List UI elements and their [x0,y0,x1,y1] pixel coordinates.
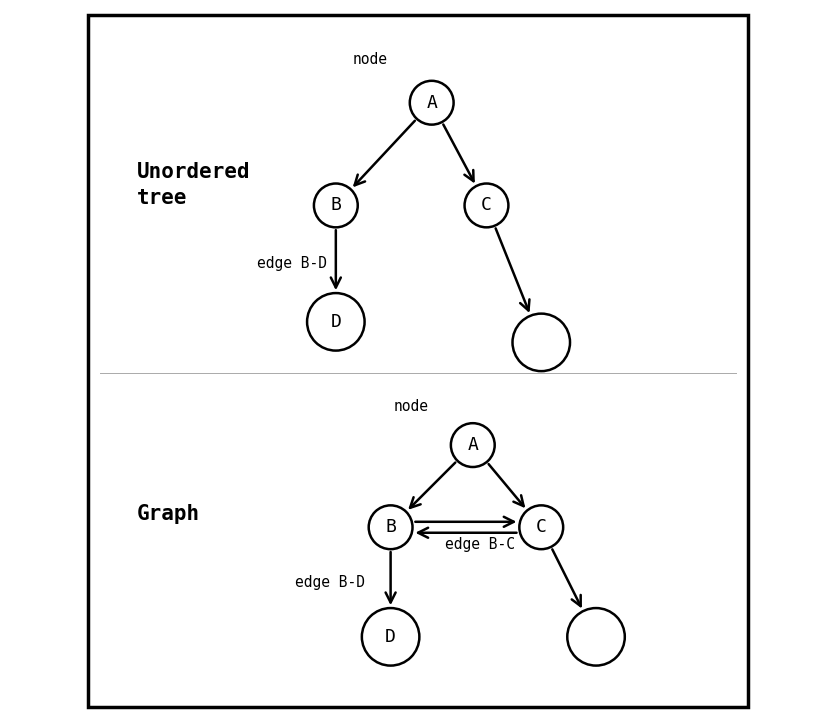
Circle shape [369,505,412,549]
FancyBboxPatch shape [88,15,748,707]
Text: Unordered
tree: Unordered tree [137,162,251,208]
Text: node: node [393,399,428,414]
Circle shape [362,608,420,666]
Circle shape [410,81,454,124]
Circle shape [314,183,358,227]
Text: C: C [481,196,492,214]
Text: edge B-C: edge B-C [446,537,515,552]
Text: D: D [385,628,396,646]
Text: edge B-D: edge B-D [257,256,327,271]
Circle shape [512,313,570,371]
Text: Graph: Graph [137,503,201,523]
Circle shape [465,183,508,227]
Text: A: A [426,93,437,111]
Text: C: C [536,518,547,536]
Text: D: D [330,313,341,331]
Text: B: B [385,518,396,536]
Circle shape [568,608,624,666]
Text: node: node [352,52,387,67]
Text: edge B-D: edge B-D [295,574,364,590]
Circle shape [451,423,495,467]
Circle shape [519,505,563,549]
Text: A: A [467,436,478,454]
Circle shape [307,293,364,351]
Text: B: B [330,196,341,214]
